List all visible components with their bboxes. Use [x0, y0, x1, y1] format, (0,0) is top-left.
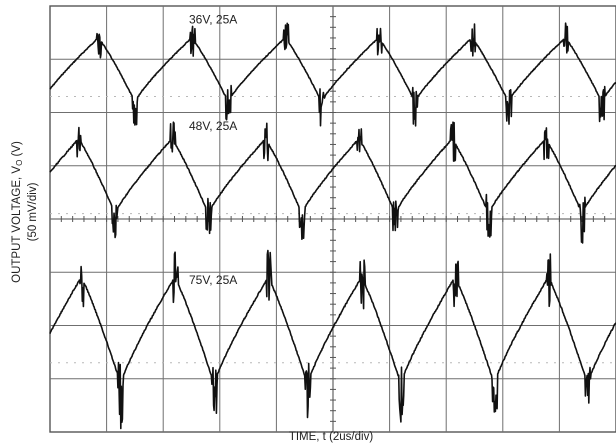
- x-axis-label: TIME, t (2us/div): [289, 431, 374, 443]
- y-axis-label-main: OUTPUT VOLTAGE, V: [11, 166, 23, 283]
- y-axis-label: OUTPUT VOLTAGE, VO (V): [11, 141, 24, 283]
- y-axis-label-subscript: O: [15, 160, 24, 166]
- trace-series-1: [49, 22, 616, 127]
- trace-series-3: [49, 249, 616, 430]
- grid: [49, 5, 616, 433]
- series-label-1: 36V, 25A: [189, 12, 237, 26]
- y-axis-scale-label: (50 mV/div): [27, 182, 39, 241]
- series-label-3: 75V, 25A: [189, 273, 237, 287]
- trace-series-2: [49, 121, 616, 244]
- series-label-2: 48V, 25A: [189, 119, 237, 133]
- y-axis-label-unit: (V): [11, 141, 23, 160]
- labels: 36V, 25A 48V, 25A 75V, 25A: [189, 12, 237, 287]
- traces: [49, 22, 616, 430]
